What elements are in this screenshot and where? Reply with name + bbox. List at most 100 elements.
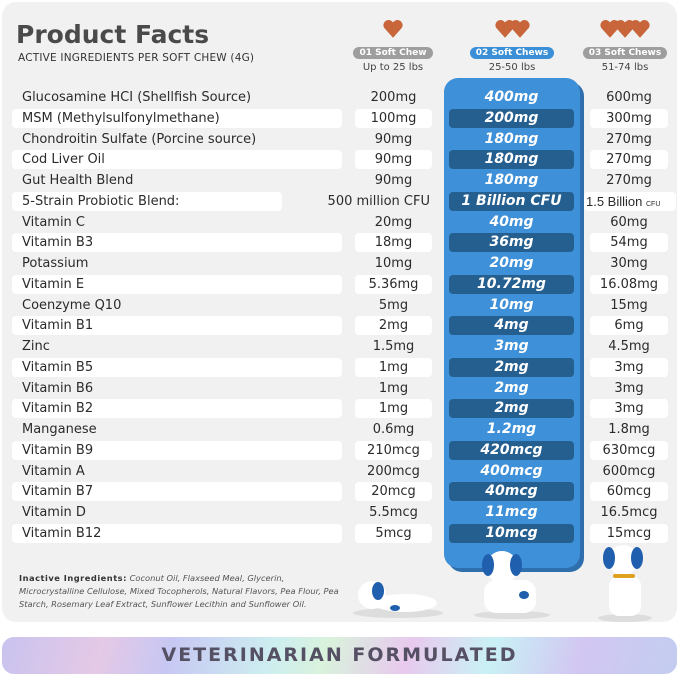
table-row: Vitamin B9 210mcg 420mcg 630mcg xyxy=(12,440,672,460)
value-2-chews: 20mg xyxy=(489,255,534,271)
value-2-chews: 11mcg xyxy=(485,504,538,520)
value-1-chew: 5.5mcg xyxy=(369,505,418,520)
table-row: Vitamin B5 1mg 2mg 3mg xyxy=(12,357,672,377)
lying-dog-illustration xyxy=(353,581,443,618)
table-row: Vitamin B1 2mg 4mg 6mg xyxy=(12,316,672,336)
value-3-chews: 600mcg xyxy=(590,462,668,481)
value-3-number: 3mg xyxy=(614,359,644,375)
value-3-chews: 16.08mg xyxy=(590,274,668,294)
weight-range: 25-50 lbs xyxy=(488,62,536,73)
value-3-unit: CFU xyxy=(646,200,661,208)
ingredient-name: Glucosamine HCI (Shellfish Source) xyxy=(22,90,252,105)
inactive-label: Inactive Ingredients: xyxy=(19,573,127,583)
ingredient-name: Vitamin B6 xyxy=(22,380,94,396)
value-3-number: 3mg xyxy=(614,401,644,417)
table-row: Vitamin B12 5mcg 10mcg 15mcg xyxy=(12,523,672,543)
chew-icons xyxy=(348,12,438,40)
value-1-chew: 90mg xyxy=(374,131,413,147)
ingredient-name: Vitamin D xyxy=(22,505,86,520)
value-3-chews: 270mg xyxy=(590,171,668,190)
value-2-chews: 180mg xyxy=(484,172,539,188)
chew-count-pill: 02 Soft Chews xyxy=(469,47,555,59)
value-3-number: 16.08mg xyxy=(599,276,659,292)
inactive-text: Coconut Oil, Flaxseed Meal, Glycerin, Mi… xyxy=(19,573,339,609)
ingredient-name: Vitamin C xyxy=(22,214,86,230)
value-3-chews: 15mg xyxy=(590,296,668,315)
value-3-number: 15mg xyxy=(610,297,648,313)
value-1-chew: 1mg xyxy=(355,399,432,419)
value-3-number: 600mcg xyxy=(602,463,656,479)
value-3-number: 16.5mcg xyxy=(600,505,658,520)
value-3-number: 600mg xyxy=(606,90,652,105)
value-1-chew: 5.36mg xyxy=(355,274,432,294)
table-row: Vitamin B2 1mg 2mg 3mg xyxy=(12,399,672,419)
column-header-3: 03 Soft Chews 51-74 lbs xyxy=(580,12,670,73)
value-3-number: 270mg xyxy=(606,173,652,188)
value-2-chews: 40mg xyxy=(489,213,534,230)
ingredient-name: Vitamin A xyxy=(22,463,85,479)
table-row: Vitamin D 5.5mcg 11mcg 16.5mcg xyxy=(12,503,672,522)
ingredient-name: Vitamin B9 xyxy=(12,440,342,460)
value-2-chews: 200mg xyxy=(449,108,574,128)
table-row: Vitamin B7 20mcg 40mcg 60mcg xyxy=(12,482,672,502)
value-3-chews: 300mg xyxy=(590,108,668,128)
value-2-chews: 180mg xyxy=(484,130,539,147)
ingredient-name: 5-Strain Probiotic Blend: xyxy=(12,191,282,211)
value-2-chews: 40mcg xyxy=(449,482,574,502)
sitting-dog-illustration xyxy=(598,545,652,622)
subtitle: ACTIVE INGREDIENTS PER SOFT CHEW (4G) xyxy=(18,52,255,64)
value-2-chews: 10mg xyxy=(489,296,534,313)
value-3-number: 270mg xyxy=(606,152,652,168)
table-row: Chondroitin Sulfate (Porcine source) 90m… xyxy=(12,130,672,149)
value-3-chews: 270mg xyxy=(590,150,668,170)
value-3-number: 4.5mg xyxy=(608,339,650,354)
value-3-chews: 30mg xyxy=(590,254,668,273)
value-3-number: 1.5 Billion xyxy=(586,193,643,209)
value-3-chews: 6mg xyxy=(590,316,668,336)
page-title: Product Facts xyxy=(16,20,210,49)
value-1-chew: 0.6mg xyxy=(372,422,415,437)
value-1-chew: 20mcg xyxy=(355,482,432,502)
table-row: Manganese 0.6mg 1.2mg 1.8mg xyxy=(12,420,672,439)
veterinarian-formulated-banner: VETERINARIAN FORMULATED xyxy=(2,637,677,674)
value-1-chew: 90mg xyxy=(374,173,413,188)
value-2-chews: 400mcg xyxy=(480,462,543,479)
ingredient-name: Zinc xyxy=(22,339,50,354)
ingredient-name: Vitamin B12 xyxy=(12,523,342,543)
value-2-chews: 36mg xyxy=(449,233,574,253)
table-row: Vitamin E 5.36mg 10.72mg 16.08mg xyxy=(12,274,672,294)
table-row: Vitamin B6 1mg 2mg 3mg xyxy=(12,379,672,398)
value-3-number: 270mg xyxy=(606,131,652,147)
soft-chew-icon xyxy=(383,19,403,38)
value-3-number: 30mg xyxy=(610,256,648,271)
value-3-chews: 15mcg xyxy=(590,523,668,543)
value-3-chews: 600mg xyxy=(590,88,668,107)
soft-chew-icon xyxy=(615,19,635,38)
value-3-chews: 270mg xyxy=(590,130,668,149)
value-1-chew: 2mg xyxy=(355,316,432,336)
table-row: Vitamin A 200mcg 400mcg 600mcg xyxy=(12,462,672,481)
value-1-chew: 500 million CFU xyxy=(327,193,430,209)
value-3-number: 60mcg xyxy=(606,484,652,500)
value-1-chew: 200mcg xyxy=(367,463,420,479)
table-row: Vitamin C 20mg 40mg 60mg xyxy=(12,213,672,232)
value-2-chews: 1.2mg xyxy=(486,421,537,437)
ingredient-name: Vitamin B5 xyxy=(12,357,342,377)
value-3-chews: 3mg xyxy=(590,399,668,419)
value-2-chews: 2mg xyxy=(494,379,529,396)
table-row: Vitamin B3 18mg 36mg 54mg xyxy=(12,233,672,253)
ingredient-name: Vitamin B3 xyxy=(12,233,342,253)
value-2-chews: 10mcg xyxy=(449,523,574,543)
weight-range: Up to 25 lbs xyxy=(362,62,424,73)
value-3-number: 15mcg xyxy=(606,525,652,541)
table-row: Coenzyme Q10 5mg 10mg 15mg xyxy=(12,296,672,315)
soft-chew-icon xyxy=(600,19,620,38)
value-2-chews: 1 Billion CFU xyxy=(449,191,574,211)
table-row: Glucosamine HCI (Shellfish Source) 200mg… xyxy=(12,88,672,107)
value-2-chews: 4mg xyxy=(449,316,574,336)
value-1-chew: 1mg xyxy=(355,357,432,377)
chew-count-pill: 03 Soft Chews xyxy=(582,47,668,59)
ingredient-name: MSM (Methylsulfonylmethane) xyxy=(12,108,342,128)
column-header-2: 02 Soft Chews 25-50 lbs xyxy=(467,12,557,73)
value-1-chew: 200mg xyxy=(370,90,417,105)
